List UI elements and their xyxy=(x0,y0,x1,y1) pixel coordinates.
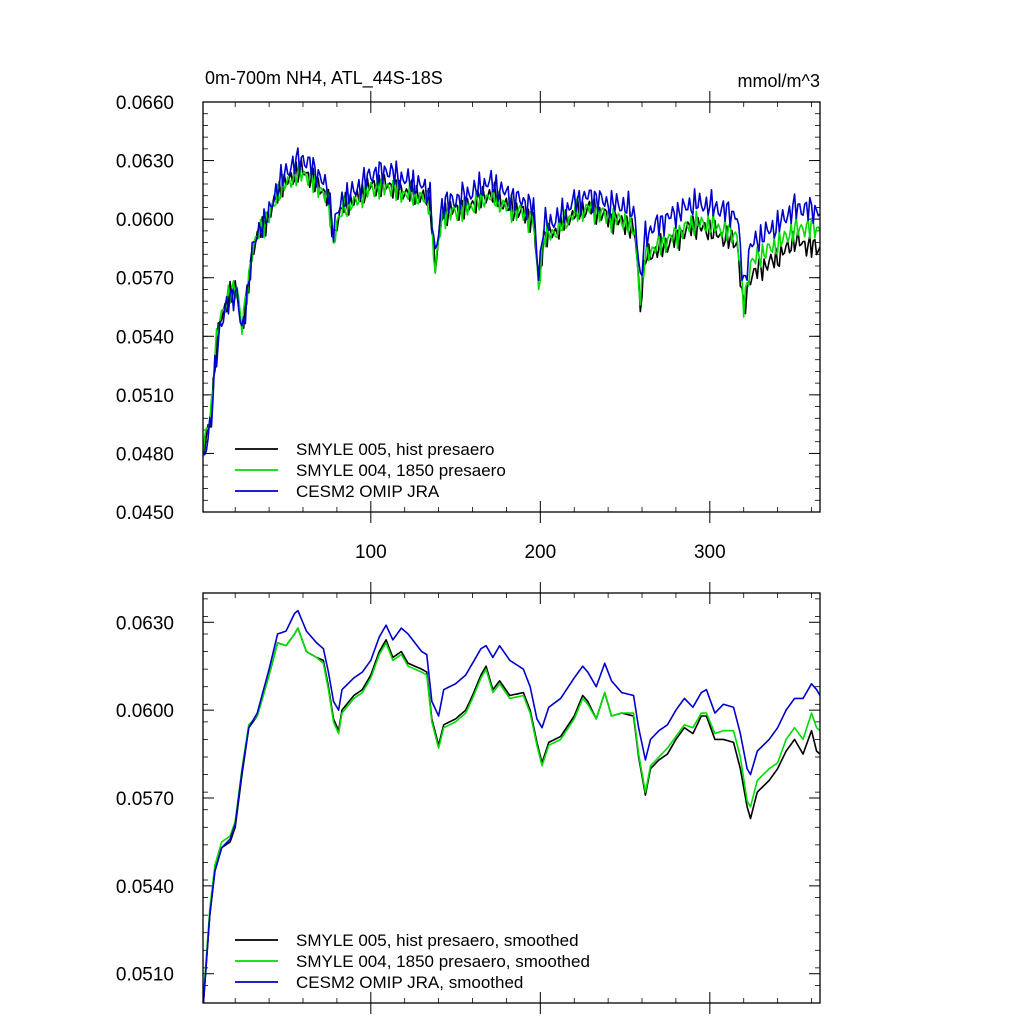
series-line xyxy=(203,147,820,456)
y-tick-label: 0.0540 xyxy=(116,877,174,898)
legend-label: SMYLE 004, 1850 presaero, smoothed xyxy=(296,952,590,971)
bottom-legend: SMYLE 005, hist presaero, smoothed SMYLE … xyxy=(235,931,590,992)
x-tick-label: 300 xyxy=(694,542,726,563)
series-line xyxy=(203,627,820,1003)
y-tick-label: 0.0660 xyxy=(116,93,174,114)
legend-label: CESM2 OMIP JRA, smoothed xyxy=(296,973,523,992)
bottom-axis-ticks: 0.0510 0.0540 0.0570 0.0600 0.0630 xyxy=(116,582,820,1014)
y-tick-label: 0.0510 xyxy=(116,386,174,407)
y-tick-label: 0.0600 xyxy=(116,210,174,231)
legend-label: SMYLE 004, 1850 presaero xyxy=(296,461,506,480)
y-tick-label: 0.0630 xyxy=(116,152,174,173)
y-tick-label: 0.0600 xyxy=(116,701,174,722)
units-label: mmol/m^3 xyxy=(738,71,820,91)
y-tick-label: 0.0540 xyxy=(116,327,174,348)
top-plot-frame xyxy=(202,101,821,513)
legend-label: CESM2 OMIP JRA xyxy=(296,482,440,501)
y-tick-label: 0.0570 xyxy=(116,789,174,810)
x-tick-label: 200 xyxy=(524,542,556,563)
top-plot-lines xyxy=(203,147,820,458)
top-panel: 0m-700m NH4, ATL_44S-18S mmol/m^3 0.0450… xyxy=(116,68,821,563)
chart-title: 0m-700m NH4, ATL_44S-18S xyxy=(205,68,443,89)
top-legend: SMYLE 005, hist presaero SMYLE 004, 1850 … xyxy=(235,440,506,501)
series-line xyxy=(203,609,820,1003)
legend-label: SMYLE 005, hist presaero, smoothed xyxy=(296,931,579,950)
legend-label: SMYLE 005, hist presaero xyxy=(296,440,494,459)
bottom-plot-frame xyxy=(202,592,821,1004)
y-tick-label: 0.0510 xyxy=(116,965,174,986)
series-line xyxy=(203,160,820,458)
y-tick-label: 0.0480 xyxy=(116,444,174,465)
y-tick-label: 0.0450 xyxy=(116,503,174,524)
bottom-plot-lines xyxy=(203,609,820,1003)
y-tick-label: 0.0570 xyxy=(116,269,174,290)
y-tick-label: 0.0630 xyxy=(116,613,174,634)
bottom-panel: 0.0510 0.0540 0.0570 0.0600 0.0630 SMYLE 005… xyxy=(116,582,821,1014)
x-tick-label: 100 xyxy=(355,542,387,563)
top-axis-ticks: 0.0450 0.0480 0.0510 0.0540 0.0570 0.0600 0.06… xyxy=(116,91,820,563)
